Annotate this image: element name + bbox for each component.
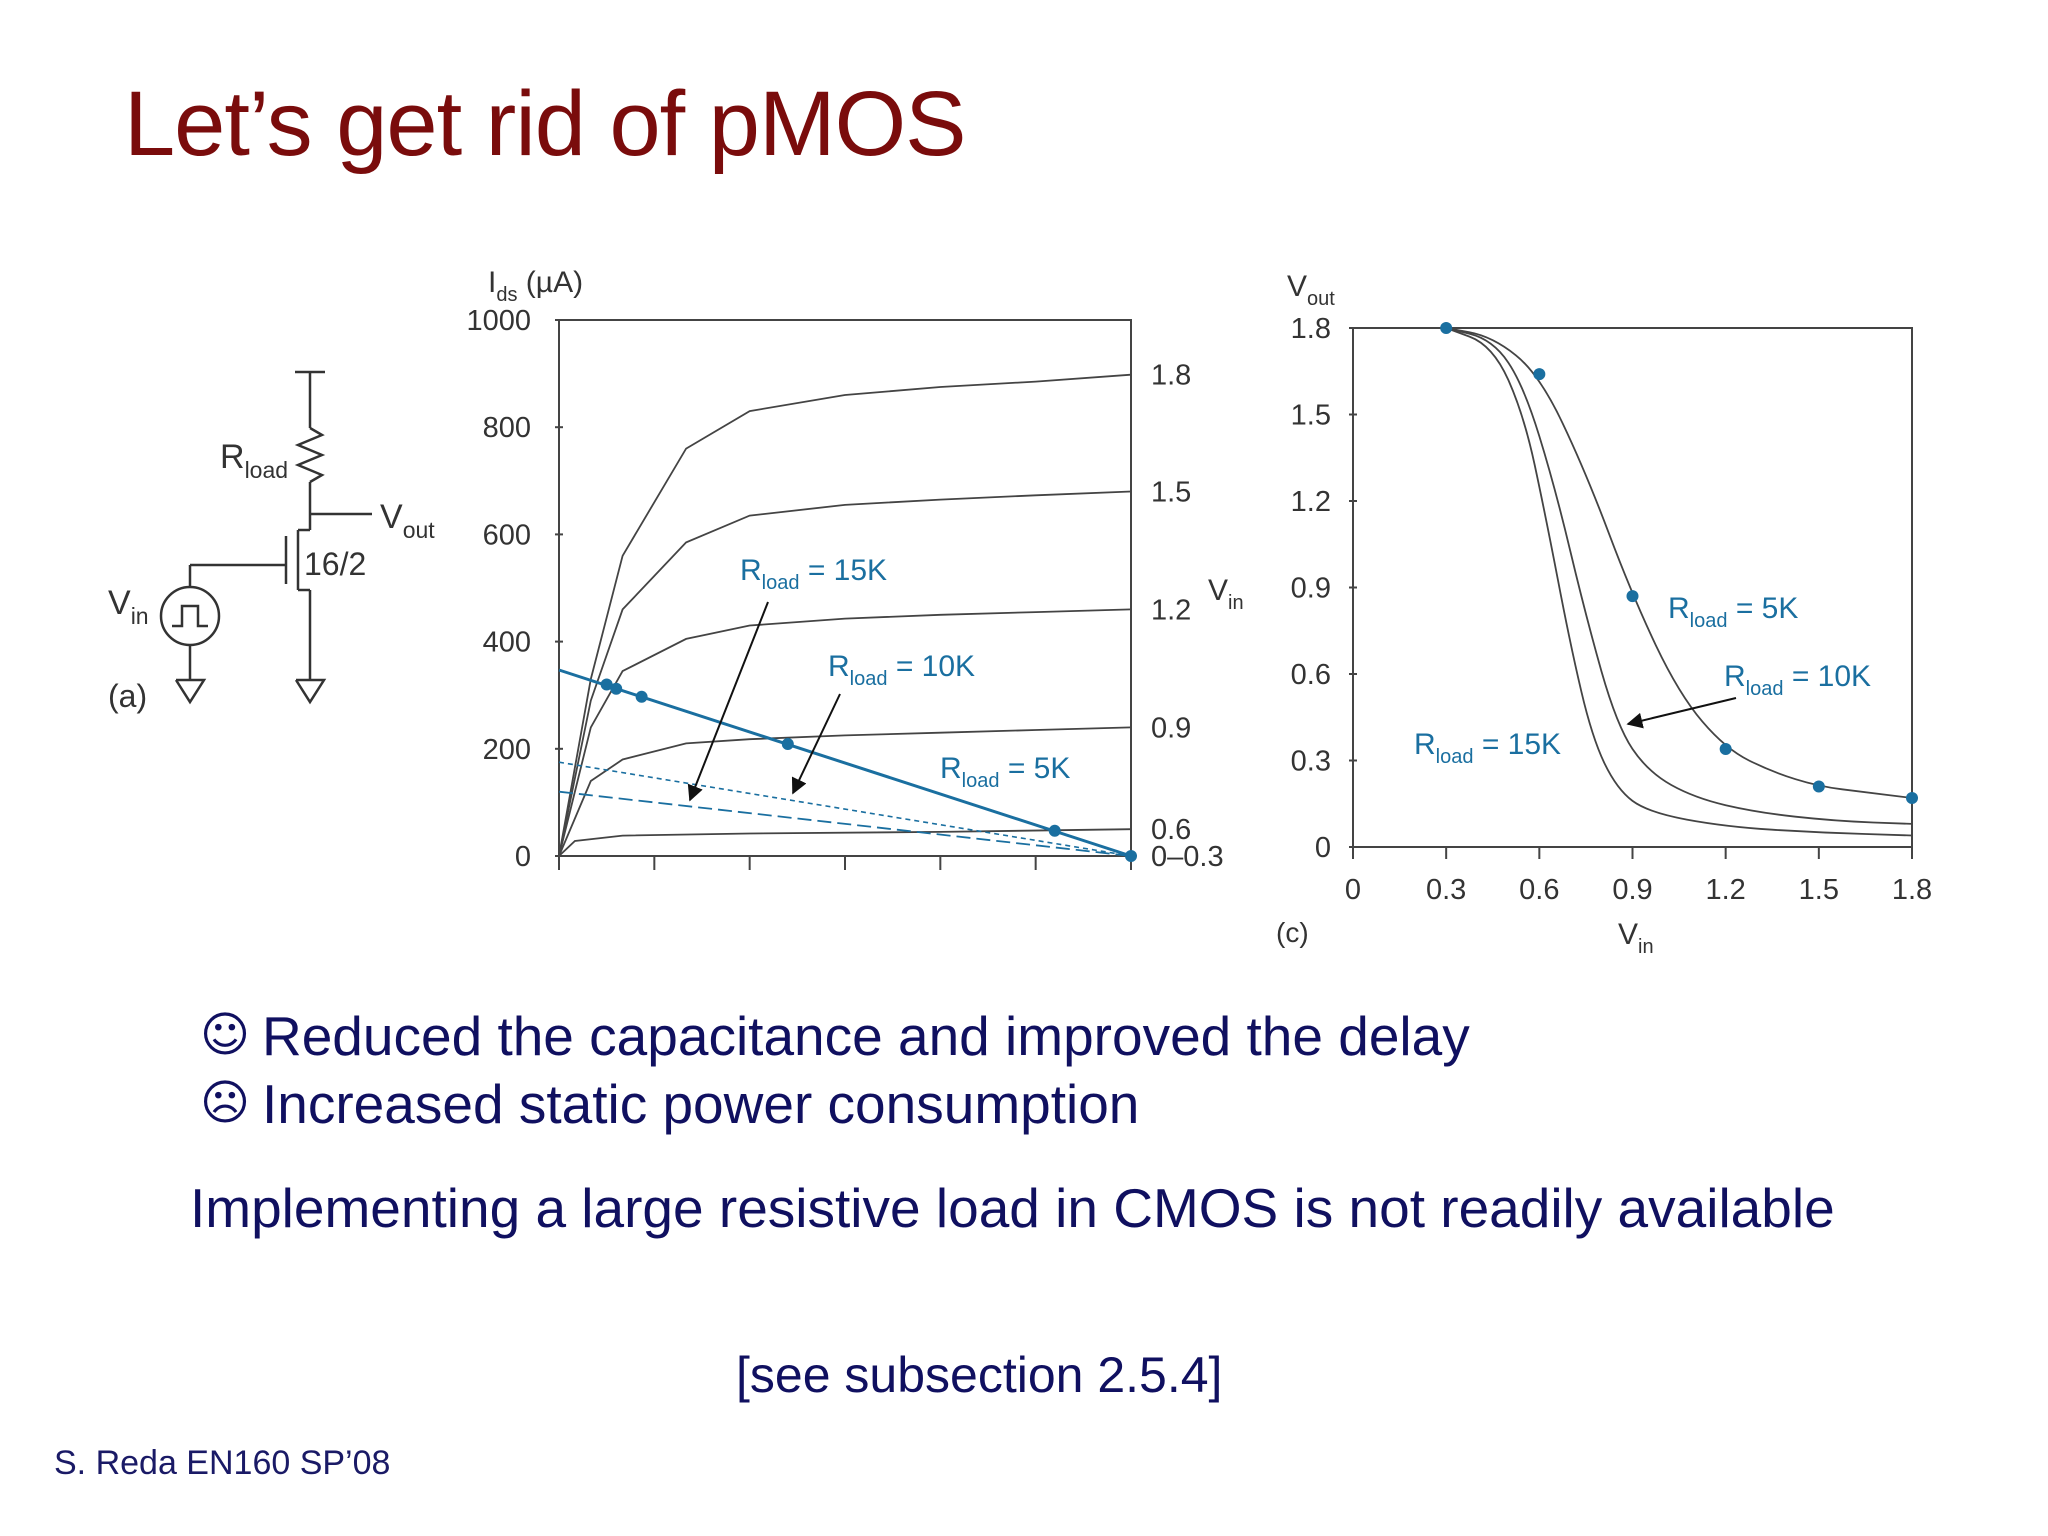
bullet-text: Increased static power consumption <box>262 1073 1140 1135</box>
rload-15k-annotation-c: Rload = 15K <box>1414 728 1561 768</box>
load-line <box>558 761 1132 857</box>
pulse-waveform-icon <box>172 604 208 628</box>
rload-10k-annotation-c: Rload = 10K <box>1724 660 1871 700</box>
transfer-curve <box>1445 327 1913 837</box>
slide-title: Let’s get rid of pMOS <box>124 73 966 175</box>
transfer-marker <box>1812 780 1825 793</box>
transfer-curve <box>1445 327 1913 825</box>
circuit-labels: Rload Vout Vin 16/2 (a) <box>108 438 435 714</box>
statement-text: Implementing a large resistive load in C… <box>190 1177 1835 1239</box>
vin-curve <box>558 373 1132 857</box>
vin-curve <box>558 490 1132 857</box>
y-tick-label: 800 <box>483 412 531 444</box>
transfer-marker <box>1626 590 1639 603</box>
x-tick-label: 0.3 <box>1426 874 1466 906</box>
vin-axis-label: Vin <box>1618 918 1654 958</box>
vin-curve <box>558 608 1132 857</box>
y-tick-label: 0.9 <box>1291 573 1331 605</box>
y-tick-label: 0.3 <box>1291 746 1331 778</box>
vin-curve-label: 0.6 <box>1151 814 1191 846</box>
y-tick-label: 0 <box>1315 832 1331 864</box>
y-tick-label: 0.6 <box>1291 659 1331 691</box>
panel-a-label: (a) <box>108 678 147 714</box>
x-tick-label: 0 <box>1345 874 1361 906</box>
y-tick-label: 1.8 <box>1291 313 1331 345</box>
frowning-face-icon: ☹ <box>200 1075 251 1131</box>
rload-label: Rload <box>220 438 288 483</box>
pulse-source-icon <box>159 585 221 647</box>
ground-icon <box>294 678 327 705</box>
y-tick-label: 1.2 <box>1291 486 1331 518</box>
vin-curve-label: 1.8 <box>1151 360 1191 392</box>
operating-point <box>1048 824 1061 837</box>
transfer-marker <box>1719 742 1732 755</box>
operating-point <box>600 678 613 691</box>
rload-5k-annotation-c: Rload = 5K <box>1668 592 1798 632</box>
vin-curve <box>558 726 1132 857</box>
load-line <box>558 668 1132 858</box>
x-tick-label: 0.9 <box>1612 874 1652 906</box>
rload-15k-annotation: Rload = 15K <box>740 554 887 594</box>
bullet-text: Reduced the capacitance and improved the… <box>262 1005 1470 1067</box>
vin-curve-label: 0–0.3 <box>1151 841 1224 873</box>
y-tick-label: 1000 <box>466 305 531 337</box>
vout-vin-chart: 0 0.3 0.6 0.9 1.2 1.5 1.8 1.8 1.5 1.2 0.9 0.6 0.3 0 V… <box>1276 270 1932 958</box>
x-tick-label: 0.6 <box>1519 874 1559 906</box>
transfer-marker <box>1533 368 1546 381</box>
vin-curve-label: 0.9 <box>1151 712 1191 744</box>
operating-point <box>610 682 623 695</box>
subsection-reference: [see subsection 2.5.4] <box>736 1347 1223 1403</box>
y-tick-label: 0 <box>515 841 531 873</box>
transfer-curve <box>1446 327 1913 799</box>
vin-curve-label: 1.5 <box>1151 477 1191 509</box>
nmos-inverter-circuit <box>159 370 372 705</box>
bullet-static-power: ☹ Increased static power consumption <box>200 1072 1139 1136</box>
ground-icon <box>174 678 207 705</box>
rload-5k-annotation: Rload = 5K <box>940 752 1070 792</box>
vin-curve <box>558 828 1132 857</box>
x-tick-label: 1.2 <box>1706 874 1746 906</box>
arrow-10k <box>791 693 841 795</box>
y-tick-label: 1.5 <box>1291 400 1331 432</box>
vin-side-label: Vin <box>1208 574 1244 614</box>
rload-10k-annotation: Rload = 10K <box>828 650 975 690</box>
figures-area: Rload Vout Vin 16/2 (a) 1000 800 600 400 200… <box>108 266 1932 958</box>
operating-point <box>781 737 794 750</box>
ids-axis-label: Ids (µA) <box>488 266 583 306</box>
arrow-15k <box>687 601 769 802</box>
smiley-face-icon: ☺ <box>200 1007 251 1063</box>
arrow-10k-c <box>1626 697 1737 729</box>
y-tick-label: 400 <box>483 627 531 659</box>
bullet-capacitance: ☺ Reduced the capacitance and improved th… <box>200 1004 1470 1068</box>
operating-point <box>1125 850 1137 862</box>
x-tick-label: 1.5 <box>1799 874 1839 906</box>
vout-chart-frame <box>1352 327 1913 848</box>
transfer-marker <box>1440 322 1453 334</box>
y-tick-label: 600 <box>483 519 531 551</box>
panel-c-label: (c) <box>1276 917 1309 948</box>
vout-label: Vout <box>380 498 435 543</box>
x-tick-label: 1.8 <box>1892 874 1932 906</box>
footer-credit: S. Reda EN160 SP’08 <box>54 1444 391 1482</box>
y-tick-label: 200 <box>483 734 531 766</box>
operating-point <box>635 690 648 703</box>
vin-label: Vin <box>108 584 149 629</box>
transfer-marker <box>1906 791 1918 804</box>
vout-axis-label: Vout <box>1287 270 1335 310</box>
vin-curve-label: 1.2 <box>1151 594 1191 626</box>
ids-vds-chart: 1000 800 600 400 200 0 1.8 1.5 1.2 0.9 0.60–0.3 I… <box>466 266 1243 873</box>
load-line <box>558 790 1132 857</box>
load-resistor-icon <box>294 426 326 484</box>
transistor-size-label: 16/2 <box>304 546 366 582</box>
